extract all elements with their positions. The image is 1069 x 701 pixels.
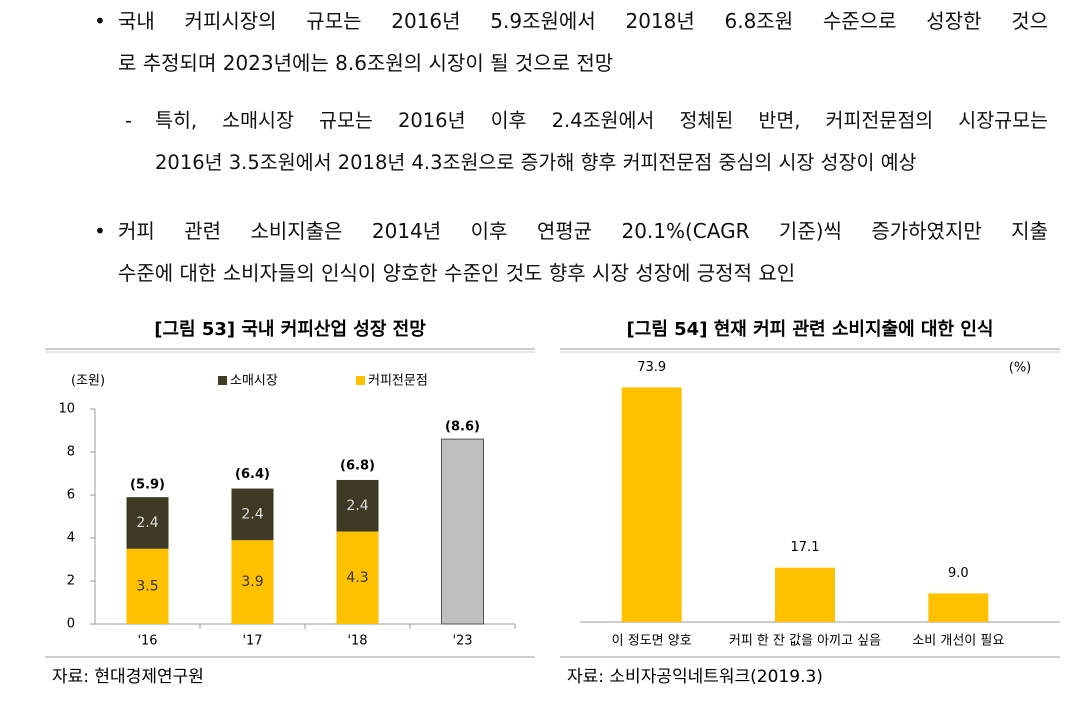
bullet: • xyxy=(94,219,106,243)
unit-label: (%) xyxy=(1009,361,1032,376)
x-tick-label: '17 xyxy=(242,634,262,649)
bullet: • xyxy=(94,9,106,33)
y-tick-label: 10 xyxy=(58,402,75,417)
value-label: 73.9 xyxy=(637,360,666,375)
x-tick-label: '18 xyxy=(347,634,367,649)
bar-segment xyxy=(126,548,169,624)
x-tick-label: 소비 개선이 필요 xyxy=(912,634,1004,649)
bar-segment xyxy=(231,488,274,541)
total-label: (6.4) xyxy=(235,467,270,482)
x-tick-label: '23 xyxy=(452,634,472,649)
x-tick-label: 커피 한 잔 값을 아끼고 싶음 xyxy=(729,634,881,649)
text-line: 국내 커피시장의 규모는 2016년 5.9조원에서 2018년 6.8조원 수… xyxy=(118,9,1048,33)
paragraph: • 국내 커피시장의 규모는 2016년 5.9조원에서 2018년 6.8조원 … xyxy=(94,0,1048,84)
unit-label: (조원) xyxy=(71,374,105,389)
chart-title: [그림 54] 현재 커피 관련 소비지출에 대한 인식 xyxy=(627,319,994,340)
y-tick-label: 8 xyxy=(67,445,75,460)
legend-label: 소매시장 xyxy=(230,374,278,389)
bar-segment xyxy=(231,540,274,624)
legend-label: 커피전문점 xyxy=(368,374,428,389)
x-tick-label: 이 정도면 양호 xyxy=(612,634,692,649)
dash: - xyxy=(125,109,133,132)
bar-segment xyxy=(126,497,169,549)
y-tick-label: 6 xyxy=(67,488,75,503)
text-line: 로 추정되며 2023년에는 8.6조원의 시장이 될 것으로 전망 xyxy=(118,51,614,75)
bar xyxy=(928,593,989,622)
total-label: (6.8) xyxy=(340,458,375,473)
y-tick-label: 0 xyxy=(67,617,75,632)
y-tick-label: 4 xyxy=(67,531,75,546)
paragraph: - 특히, 소매시장 규모는 2016년 이후 2.4조원에서 정체된 반면, 커… xyxy=(125,100,1048,184)
legend-swatch xyxy=(218,376,227,385)
bar xyxy=(621,387,682,622)
text-line: 특히, 소매시장 규모는 2016년 이후 2.4조원에서 정체된 반면, 커피… xyxy=(155,109,1048,132)
text-line: 2016년 3.5조원에서 2018년 4.3조원으로 증가해 향후 커피전문점… xyxy=(155,151,917,174)
segment-label: 2.4 xyxy=(346,498,368,514)
source: 자료: 소비자공익네트워크(2019.3) xyxy=(567,667,823,687)
segment-label: 4.3 xyxy=(346,570,368,586)
value-label: 17.1 xyxy=(791,540,820,555)
bar-segment xyxy=(336,531,379,624)
value-label: 9.0 xyxy=(948,566,969,581)
bar-segment xyxy=(336,479,379,532)
chart-title: [그림 53] 국내 커피산업 성장 전망 xyxy=(154,319,426,340)
source: 자료: 현대경제연구원 xyxy=(52,667,204,687)
total-bar xyxy=(441,438,484,625)
x-tick-label: '16 xyxy=(137,634,157,649)
y-tick-label: 2 xyxy=(67,574,75,589)
segment-label: 3.9 xyxy=(241,574,263,590)
segment-label: 3.5 xyxy=(136,578,158,594)
total-label: (8.6) xyxy=(445,420,480,435)
text-line: 커피 관련 소비지출은 2014년 이후 연평균 20.1%(CAGR 기준)씩… xyxy=(118,219,1048,243)
segment-label: 2.4 xyxy=(241,506,263,522)
legend-swatch xyxy=(356,376,365,385)
segment-label: 2.4 xyxy=(136,515,158,531)
paragraph: • 커피 관련 소비지출은 2014년 이후 연평균 20.1%(CAGR 기준)… xyxy=(94,210,1048,294)
total-label: (5.9) xyxy=(130,478,165,493)
text-line: 수준에 대한 소비자들의 인식이 양호한 수준인 것도 향후 시장 성장에 긍정… xyxy=(118,261,796,285)
bar xyxy=(775,567,835,622)
